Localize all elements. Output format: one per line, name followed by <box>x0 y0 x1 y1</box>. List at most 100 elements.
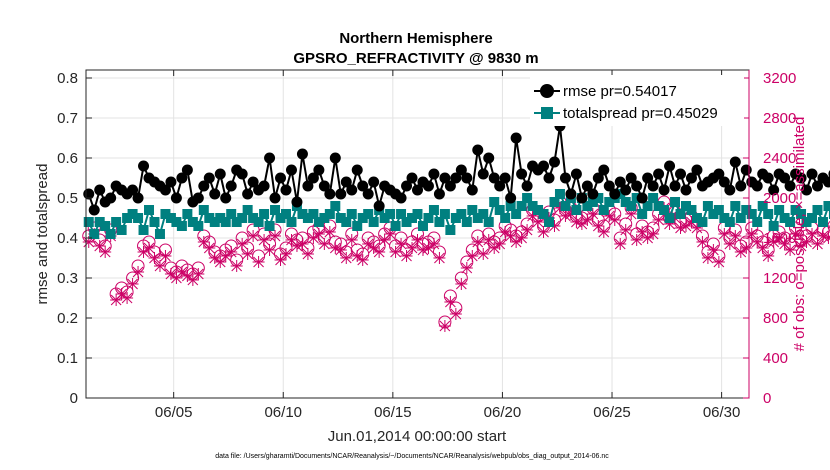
totalspread-point <box>330 201 341 211</box>
rmse-point <box>559 172 571 184</box>
assimilated-obs-point <box>652 214 665 226</box>
assimilated-obs-point <box>570 216 583 228</box>
totalspread-point <box>807 213 818 223</box>
totalspread-point <box>511 209 522 219</box>
rmse-point <box>784 180 796 192</box>
totalspread-point <box>363 209 374 219</box>
assimilated-obs-point <box>636 226 649 238</box>
rmse-point <box>494 180 506 192</box>
rmse-point <box>505 192 517 204</box>
rmse-point <box>318 180 330 192</box>
totalspread-point <box>324 209 335 219</box>
rmse-point <box>516 168 528 180</box>
totalspread-point <box>308 209 319 219</box>
assimilated-obs-point <box>148 252 161 264</box>
totalspread-point <box>549 197 560 207</box>
totalspread-point <box>357 213 368 223</box>
rmse-point <box>620 184 632 196</box>
x-axis-label: Jun.01,2014 00:00:00 start <box>328 428 507 445</box>
legend-box <box>530 75 744 126</box>
totalspread-point <box>757 201 768 211</box>
totalspread-point <box>417 221 428 231</box>
totalspread-point <box>582 201 593 211</box>
totalspread-point <box>154 229 165 239</box>
totalspread-point <box>522 193 533 203</box>
assimilated-obs-point <box>263 244 276 256</box>
rmse-point <box>368 176 380 188</box>
rmse-point <box>236 168 248 180</box>
rmse-point <box>713 168 725 180</box>
rmse-point <box>685 172 697 184</box>
totalspread-point <box>675 209 686 219</box>
assimilated-obs-point <box>400 250 413 262</box>
rmse-point <box>132 192 144 204</box>
totalspread-point <box>352 221 363 231</box>
totalspread-point <box>335 213 346 223</box>
rmse-point <box>822 176 830 188</box>
rmse-point <box>346 184 358 196</box>
totalspread-point <box>642 201 653 211</box>
assimilated-obs-point <box>312 228 325 240</box>
y-axis-right-label: # of obs: o=possible; ×=assimilated <box>791 117 808 352</box>
y-left-tick-label: 0.8 <box>57 70 78 87</box>
rmse-point <box>220 192 232 204</box>
rmse-point <box>127 184 139 196</box>
totalspread-point <box>226 209 237 219</box>
rmse-point <box>658 184 670 196</box>
rmse-point <box>801 184 813 196</box>
rmse-point <box>642 172 654 184</box>
totalspread-point <box>752 217 763 227</box>
assimilated-obs-point <box>121 292 134 304</box>
rmse-point <box>242 188 254 200</box>
assimilated-obs-point <box>438 320 451 332</box>
y-left-tick-label: 0.4 <box>57 230 78 247</box>
totalspread-point <box>401 217 412 227</box>
assimilated-obs-point <box>471 236 484 248</box>
assimilated-obs-point <box>515 232 528 244</box>
totalspread-point <box>259 209 270 219</box>
totalspread-point <box>171 217 182 227</box>
totalspread-point <box>779 213 790 223</box>
legend-rmse-label: rmse pr=0.54017 <box>563 83 677 100</box>
totalspread-point <box>209 217 220 227</box>
totalspread-point <box>735 213 746 223</box>
totalspread-point <box>390 221 401 231</box>
totalspread-point <box>538 209 549 219</box>
totalspread-point <box>637 209 648 219</box>
legend-spread-marker <box>541 107 553 119</box>
rmse-point <box>412 184 423 196</box>
rmse-point <box>275 172 287 184</box>
totalspread-point <box>116 225 127 235</box>
totalspread-point <box>297 209 308 219</box>
y-right-tick-label: 2400 <box>763 150 796 167</box>
totalspread-point <box>691 213 702 223</box>
totalspread-point <box>231 217 242 227</box>
rmse-point <box>680 184 692 196</box>
y-left-tick-label: 0.6 <box>57 150 78 167</box>
rmse-point <box>165 176 177 188</box>
totalspread-point <box>198 205 209 215</box>
totalspread-point <box>302 213 313 223</box>
assimilated-obs-point <box>334 244 347 256</box>
totalspread-point <box>604 197 615 207</box>
totalspread-point <box>204 213 215 223</box>
assimilated-obs-point <box>745 228 758 240</box>
totalspread-point <box>461 217 472 227</box>
totalspread-point <box>626 201 637 211</box>
assimilated-obs-point <box>707 244 720 256</box>
totalspread-point <box>763 209 774 219</box>
assimilated-obs-point <box>126 278 139 290</box>
totalspread-point <box>133 213 144 223</box>
rmse-point <box>192 192 204 204</box>
assimilated-obs-point <box>99 246 112 258</box>
assimilated-obs-point <box>762 250 775 262</box>
totalspread-point <box>270 205 281 215</box>
totalspread-point <box>215 213 226 223</box>
x-tick-label: 06/05 <box>155 404 193 421</box>
rmse-point <box>653 168 665 180</box>
assimilated-obs-point <box>279 248 292 260</box>
totalspread-point <box>138 225 149 235</box>
assimilated-obs-point <box>296 238 309 250</box>
rmse-point <box>176 172 188 184</box>
rmse-point <box>675 168 687 180</box>
